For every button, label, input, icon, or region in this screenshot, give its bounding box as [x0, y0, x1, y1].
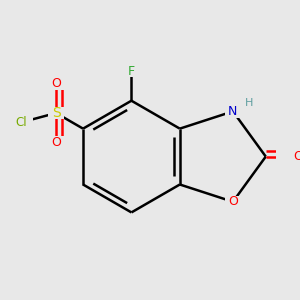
Text: O: O — [51, 136, 61, 149]
Bar — [48, 107, 64, 119]
Bar — [9, 116, 33, 129]
Text: Cl: Cl — [15, 116, 27, 129]
Bar — [48, 136, 64, 149]
Text: O: O — [228, 195, 238, 208]
Bar — [48, 77, 64, 90]
Text: N: N — [228, 105, 238, 118]
Bar — [290, 150, 300, 163]
Text: F: F — [128, 64, 135, 78]
Text: H: H — [244, 98, 253, 108]
Bar — [225, 196, 241, 208]
Text: O: O — [51, 77, 61, 90]
Text: S: S — [52, 106, 60, 120]
Bar — [242, 98, 255, 108]
Bar — [225, 105, 241, 118]
Bar — [123, 65, 140, 77]
Text: O: O — [294, 150, 300, 163]
